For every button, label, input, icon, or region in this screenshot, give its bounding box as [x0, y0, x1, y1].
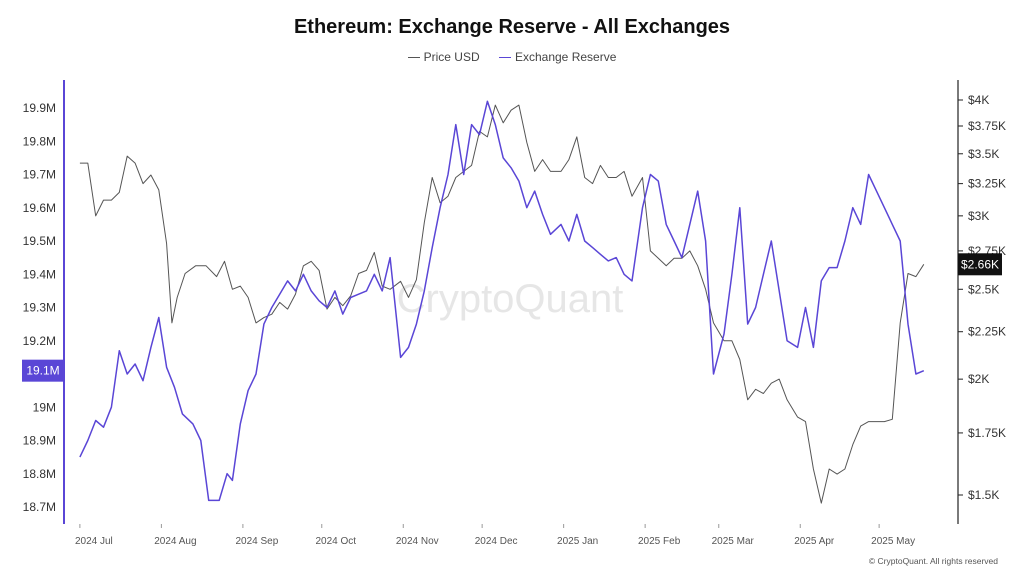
y-left-tick-label: 19.3M: [23, 301, 56, 315]
series-line-reserve: [79, 100, 925, 502]
legend-item-price[interactable]: Price USD: [407, 50, 480, 64]
y-left-tick-label: 19.8M: [23, 134, 56, 148]
chart-title: Ethereum: Exchange Reserve - All Exchang…: [293, 16, 731, 38]
x-tick-label: 2024 Nov: [396, 536, 439, 547]
y-right-tick-label: $1.75K: [968, 426, 1006, 440]
legend-label-price: Price USD: [423, 50, 480, 64]
y-left-tick-label: 19.4M: [23, 267, 56, 281]
current-reserve-label: 19.1M: [26, 364, 59, 378]
copyright-notice: © CryptoQuant. All rights reserved: [868, 556, 998, 566]
y-left-tick-label: 19.5M: [23, 234, 56, 248]
current-price-label: $2.66K: [961, 257, 999, 271]
y-left-tick-label: 19.7M: [23, 168, 56, 182]
x-tick-label: 2025 Jan: [557, 536, 598, 547]
x-tick-label: 2024 Jul: [75, 536, 113, 547]
y-left-tick-label: 18.9M: [23, 434, 56, 448]
legend-swatch-price: [407, 57, 420, 59]
y-right-tick-label: $1.5K: [968, 488, 999, 502]
legend-swatch-reserve: [498, 57, 511, 59]
y-left-tick-label: 18.8M: [23, 467, 56, 481]
x-tick-label: 2025 Mar: [712, 536, 755, 547]
x-tick-label: 2025 May: [871, 536, 915, 547]
series-line-price: [79, 104, 925, 504]
y-right-tick-label: $3K: [968, 209, 989, 223]
legend: Price USD Exchange Reserve: [0, 50, 1024, 64]
x-tick-label: 2024 Dec: [475, 536, 518, 547]
watermark-text: CryptoQuant: [397, 277, 624, 321]
x-tick-label: 2024 Aug: [154, 536, 196, 547]
y-left-tick-label: 18.7M: [23, 500, 56, 514]
y-left-tick-label: 19.2M: [23, 334, 56, 348]
legend-item-reserve[interactable]: Exchange Reserve: [498, 50, 617, 64]
y-right-tick-label: $2K: [968, 372, 989, 386]
y-right-tick-label: $4K: [968, 93, 989, 107]
y-left-tick-label: 19M: [33, 400, 56, 414]
x-tick-label: 2025 Feb: [638, 536, 681, 547]
legend-label-reserve: Exchange Reserve: [514, 50, 617, 64]
y-right-tick-label: $3.25K: [968, 177, 1006, 191]
y-right-tick-label: $3.75K: [968, 119, 1006, 133]
current-price-badge: [958, 253, 1002, 276]
y-right-tick-label: $2.25K: [968, 325, 1006, 339]
y-left-tick-label: 19.9M: [23, 101, 56, 115]
x-tick-label: 2024 Sep: [235, 536, 278, 547]
current-reserve-badge: [22, 359, 64, 382]
y-right-tick-label: $2.5K: [968, 282, 999, 296]
x-tick-label: 2025 Apr: [794, 536, 835, 547]
x-tick-label: 2024 Oct: [315, 536, 356, 547]
y-left-tick-label: 19.6M: [23, 201, 56, 215]
y-right-tick-label: $3.5K: [968, 147, 999, 161]
